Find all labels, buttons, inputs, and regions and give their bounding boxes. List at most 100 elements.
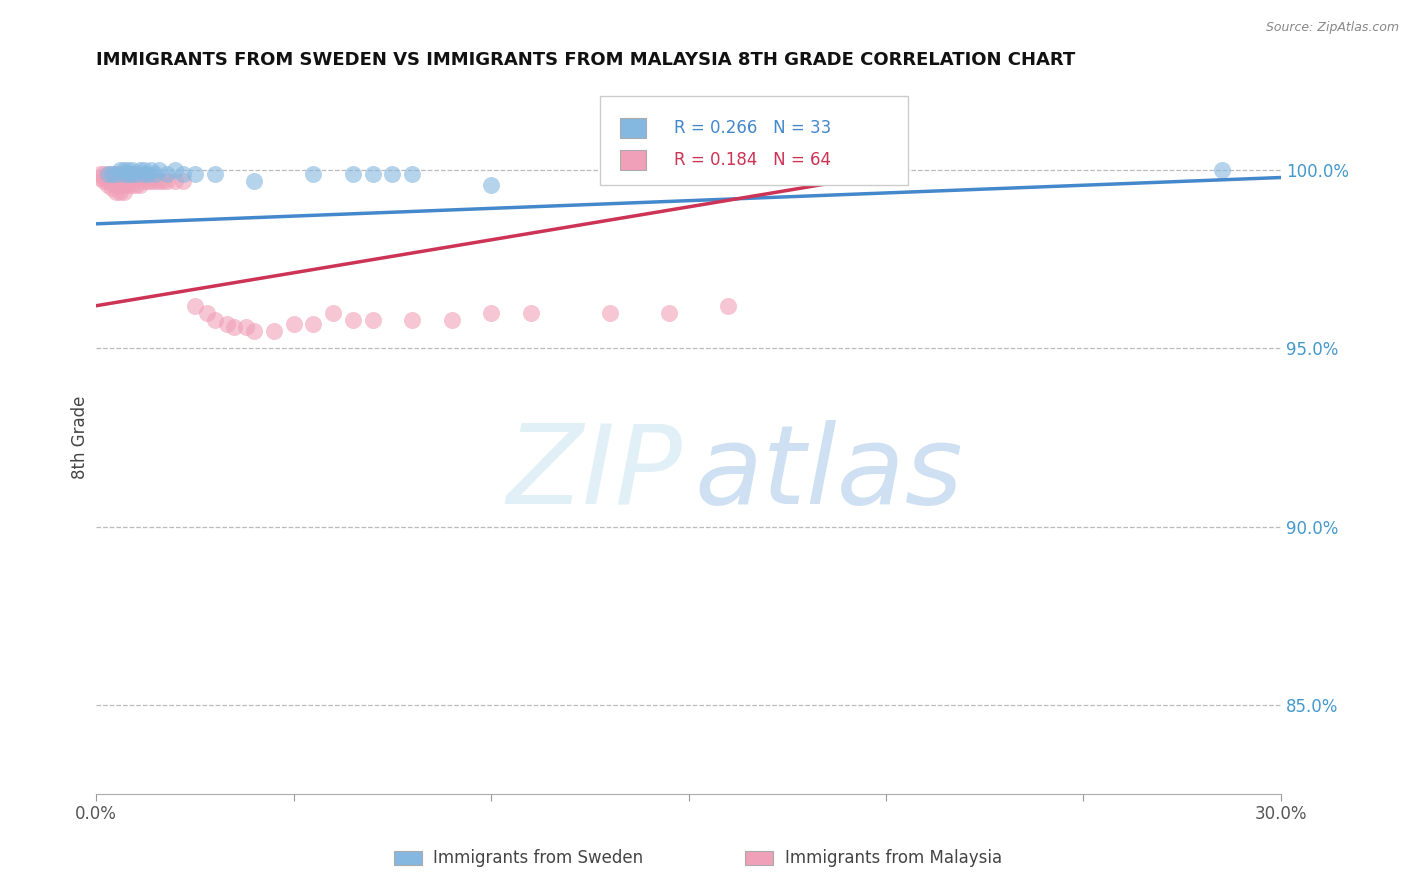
Point (104, 167, 127, 181)
Point (717, 167, 740, 181)
Point (128, 170, 150, 185)
Point (101, 181, 124, 195)
Point (195, 306, 218, 320)
Point (112, 178, 135, 192)
Point (101, 170, 124, 185)
Point (89, 170, 111, 185)
Point (89, 167, 111, 181)
Point (93, 167, 115, 181)
Point (658, 306, 681, 320)
Point (132, 174, 155, 188)
Point (156, 167, 179, 181)
Point (1211, 163, 1233, 178)
Point (112, 167, 135, 181)
Point (136, 167, 159, 181)
Point (479, 178, 502, 192)
Point (717, 299, 740, 313)
Point (215, 317, 238, 331)
Text: atlas: atlas (695, 419, 963, 526)
Point (97, 170, 120, 185)
Point (204, 167, 226, 181)
Point (519, 306, 541, 320)
Text: IMMIGRANTS FROM SWEDEN VS IMMIGRANTS FROM MALAYSIA 8TH GRADE CORRELATION CHART: IMMIGRANTS FROM SWEDEN VS IMMIGRANTS FRO… (96, 51, 1076, 69)
Point (117, 170, 139, 185)
Text: Source: ZipAtlas.com: Source: ZipAtlas.com (1265, 21, 1399, 34)
Point (302, 317, 325, 331)
Point (128, 163, 150, 178)
Point (124, 167, 146, 181)
Point (112, 185, 135, 199)
Point (101, 174, 124, 188)
Point (440, 313, 463, 327)
Point (93, 174, 115, 188)
Point (124, 167, 146, 181)
Text: R = 0.184   N = 64: R = 0.184 N = 64 (675, 151, 831, 169)
Point (124, 170, 146, 185)
Point (145, 174, 167, 188)
Point (108, 163, 131, 178)
Point (152, 174, 174, 188)
Point (117, 178, 139, 192)
Point (97, 167, 120, 181)
Point (165, 163, 187, 178)
Point (479, 306, 502, 320)
Point (361, 313, 384, 327)
Point (283, 317, 305, 331)
Point (381, 167, 404, 181)
Point (141, 163, 163, 178)
Point (263, 324, 285, 338)
Point (104, 185, 127, 199)
Point (148, 163, 170, 178)
Text: Immigrants from Malaysia: Immigrants from Malaysia (785, 849, 1001, 867)
Point (108, 170, 131, 185)
Point (235, 320, 257, 334)
Point (104, 178, 127, 192)
Point (97, 174, 120, 188)
Point (136, 174, 159, 188)
Point (108, 167, 131, 181)
Text: R = 0.266   N = 33: R = 0.266 N = 33 (675, 119, 831, 136)
Point (401, 313, 423, 327)
Point (112, 170, 135, 185)
Point (97, 178, 120, 192)
Point (112, 163, 135, 178)
Point (322, 306, 344, 320)
Point (204, 313, 226, 327)
Point (224, 320, 246, 334)
Point (101, 167, 124, 181)
Point (148, 174, 170, 188)
Point (117, 163, 139, 178)
Point (145, 167, 167, 181)
Y-axis label: 8th Grade: 8th Grade (72, 396, 89, 479)
Point (599, 167, 621, 181)
Point (141, 174, 163, 188)
Point (156, 174, 179, 188)
Text: ZIP: ZIP (506, 419, 683, 526)
Point (121, 163, 143, 178)
Point (342, 313, 364, 327)
Point (132, 167, 155, 181)
Bar (620, 151, 645, 170)
FancyBboxPatch shape (600, 95, 908, 185)
Point (302, 167, 325, 181)
Point (108, 185, 131, 199)
Point (243, 174, 266, 188)
Point (101, 167, 124, 181)
Point (108, 178, 131, 192)
Point (93, 170, 115, 185)
Point (121, 170, 143, 185)
Point (112, 167, 135, 181)
Point (401, 167, 423, 181)
Point (361, 167, 384, 181)
Bar (620, 119, 645, 138)
Text: Immigrants from Sweden: Immigrants from Sweden (433, 849, 643, 867)
Point (128, 178, 150, 192)
Point (97, 167, 120, 181)
Point (104, 167, 127, 181)
Point (132, 167, 155, 181)
Point (132, 163, 155, 178)
Point (117, 167, 139, 181)
Point (165, 174, 187, 188)
Point (342, 167, 364, 181)
Point (104, 170, 127, 185)
